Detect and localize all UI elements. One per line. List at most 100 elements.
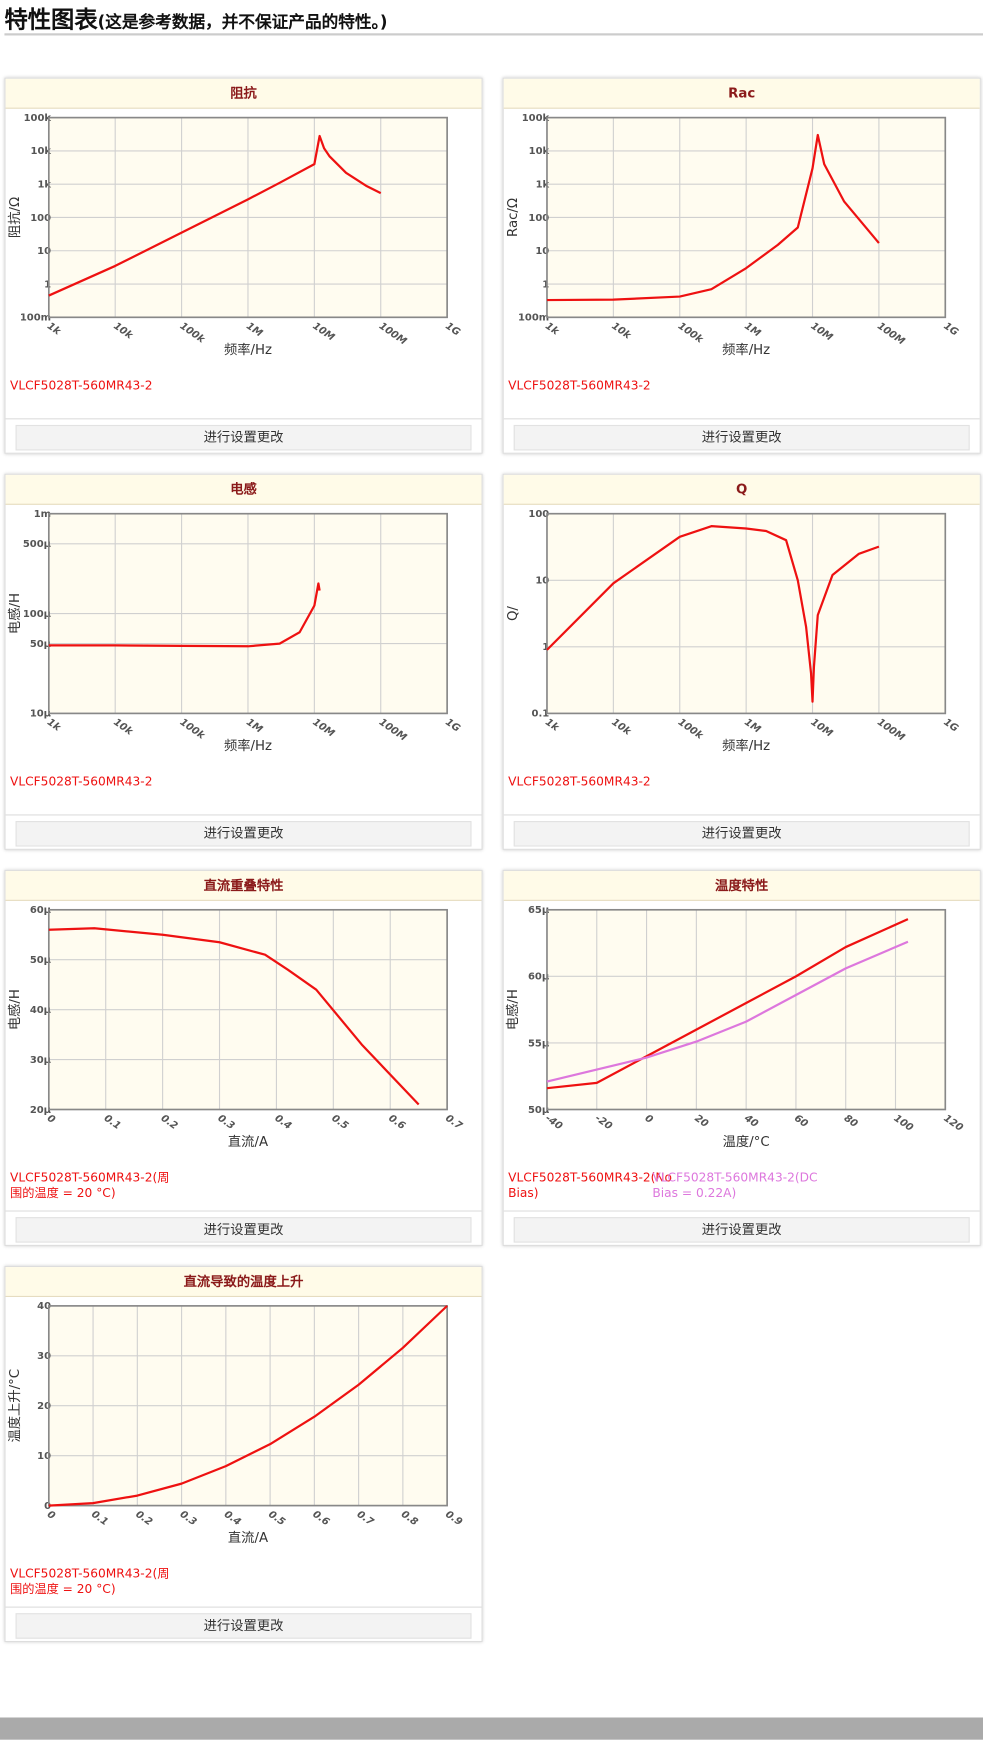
- chart-panel: 直流重叠特性 20µ 30µ 40µ 50µ 60µ 0 0.1 0.2 0.3 0.4 0.5 0.6…: [4, 869, 483, 1246]
- settings-button[interactable]: 进行设置更改: [15, 1217, 472, 1243]
- x-tick-label: 100k: [178, 321, 208, 347]
- y-tick-label: 10k: [31, 146, 52, 157]
- panel-separator: [5, 1606, 482, 1608]
- legend-entry: VLCF5028T-560MR43-2(No Bias): [508, 1170, 673, 1201]
- settings-button[interactable]: 进行设置更改: [513, 424, 970, 451]
- x-tick-label: 0.7: [443, 1113, 464, 1132]
- x-tick-label: 1M: [244, 321, 264, 340]
- x-tick-label: 60: [792, 1113, 810, 1130]
- y-tick-label: 40µ: [30, 1005, 52, 1016]
- series-line: [546, 940, 909, 1083]
- x-tick-label: 1M: [244, 717, 264, 736]
- chart-panel: 温度特性 50µ 55µ 60µ 65µ -40 -20 0 20 40 60 80 100 120 温度/…: [502, 869, 981, 1246]
- legend-entry: VLCF5028T-560MR43-2(DC Bias = 0.22A): [652, 1170, 818, 1201]
- x-tick-label: 0.3: [178, 1509, 199, 1528]
- x-tick-label: 10M: [809, 321, 835, 344]
- header: 特性图表(这是参考数据，并不保证产品的特性。): [4, 2, 387, 35]
- panel-separator: [5, 1210, 482, 1212]
- y-tick-label: 0: [44, 1501, 51, 1512]
- header-title: 特性图表: [4, 6, 98, 34]
- chart-panel: Rac 100m 1 10 100 1k 10k 100k 1k 10k 100k 1M 10M 100M…: [502, 77, 981, 454]
- x-tick-label: 100M: [875, 717, 907, 744]
- settings-button[interactable]: 进行设置更改: [513, 1217, 970, 1243]
- y-tick-label: 0.1: [532, 709, 550, 720]
- x-tick-label: 80: [842, 1113, 860, 1130]
- y-tick-label: 30µ: [30, 1055, 52, 1066]
- x-tick-label: 0.9: [443, 1509, 464, 1528]
- x-tick-label: -20: [593, 1113, 614, 1132]
- x-tick-label: 100k: [676, 321, 706, 347]
- x-tick-label: 0.8: [399, 1509, 420, 1528]
- panel-title: 直流重叠特性: [5, 870, 482, 901]
- x-tick-label: 10k: [111, 321, 135, 343]
- chart-panel: Q 0.1 1 10 100 1k 10k 100k 1M 10M 100M 1G 频率/Hz Q/VLC…: [502, 473, 981, 850]
- panel-title: 直流导致的温度上升: [5, 1267, 482, 1298]
- settings-button[interactable]: 进行设置更改: [15, 821, 472, 847]
- y-tick-label: 20µ: [30, 1105, 52, 1116]
- y-tick-label: 1: [542, 279, 549, 290]
- y-tick-label: 30: [37, 1351, 51, 1362]
- y-tick-label: 100k: [24, 113, 52, 124]
- y-axis-label: Q/: [506, 606, 521, 621]
- settings-button[interactable]: 进行设置更改: [15, 424, 472, 451]
- x-tick-label: 0.5: [329, 1113, 350, 1132]
- panel-separator: [5, 814, 482, 816]
- x-axis-label: 直流/A: [228, 1134, 268, 1150]
- chart: 50µ 55µ 60µ 65µ -40 -20 0 20 40 60 80 100 120 温度/°C 电感…: [504, 905, 965, 1150]
- header-rule: [4, 33, 983, 36]
- panel-separator: [503, 814, 980, 816]
- x-tick-label: 0.6: [386, 1113, 407, 1132]
- y-tick-label: 20: [37, 1401, 51, 1412]
- plot-frame: [47, 908, 448, 1111]
- panel-title: 电感: [5, 474, 482, 505]
- legend-entry: VLCF5028T-560MR43-2(周围的温度 = 20 °C): [9, 1566, 170, 1597]
- header-subtitle: (这是参考数据，并不保证产品的特性。): [97, 12, 388, 33]
- x-tick-label: 100k: [676, 717, 706, 743]
- y-tick-label: 10µ: [30, 709, 52, 720]
- x-axis-label: 频率/Hz: [224, 341, 272, 358]
- x-tick-label: 0.2: [159, 1113, 180, 1132]
- y-tick-label: 100: [30, 213, 51, 224]
- y-tick-label: 100: [528, 509, 549, 520]
- panel-separator: [5, 418, 482, 420]
- y-tick-label: 1k: [37, 180, 51, 191]
- x-tick-label: 120: [941, 1113, 964, 1134]
- legend-entry: VLCF5028T-560MR43-2: [508, 774, 651, 789]
- chart-panel: 电感 10µ 50µ 100µ 500µ 1m 1k 10k 100k 1M 10M 100M 1G 频率…: [4, 473, 483, 850]
- y-tick-label: 10: [535, 576, 549, 587]
- y-axis-label: Rac/Ω: [506, 198, 521, 237]
- x-tick-label: 0.5: [266, 1509, 287, 1528]
- x-tick-label: 1G: [443, 717, 462, 735]
- settings-button[interactable]: 进行设置更改: [15, 1613, 472, 1639]
- y-tick-label: 10: [37, 246, 51, 257]
- x-axis-label: 频率/Hz: [722, 737, 770, 754]
- series-line: [546, 133, 880, 302]
- y-tick-label: 100m: [518, 313, 549, 324]
- y-tick-label: 60µ: [528, 972, 550, 983]
- settings-button[interactable]: 进行设置更改: [513, 821, 970, 847]
- x-tick-label: 10k: [111, 717, 135, 739]
- panel-title: Rac: [503, 78, 980, 109]
- series-line: [546, 525, 880, 703]
- x-tick-label: 0: [643, 1113, 655, 1126]
- y-tick-label: 100µ: [23, 609, 52, 620]
- chart-panel: 阻抗 100m 1 10 100 1k 10k 100k 1k 10k 100k 1M 10M 100M 1…: [4, 77, 483, 454]
- y-axis-label: 电感/H: [6, 989, 23, 1030]
- y-axis-label: 电感/H: [504, 989, 521, 1030]
- y-tick-label: 10: [535, 246, 549, 257]
- y-axis-label: 温度上升/°C: [7, 1369, 23, 1443]
- legend-entry: VLCF5028T-560MR43-2(周围的温度 = 20 °C): [9, 1170, 170, 1201]
- plot-frame: [546, 908, 947, 1111]
- x-tick-label: 0.1: [89, 1509, 110, 1528]
- x-tick-label: 0.7: [355, 1509, 376, 1528]
- plot-frame: [546, 116, 947, 319]
- panel-title: Q: [503, 474, 980, 505]
- x-tick-label: 1G: [941, 321, 960, 339]
- chart-panel: 直流导致的温度上升 0 10 20 30 40 0 0.1 0.2 0.3 0.4 0.5 0.6 0.7…: [4, 1265, 483, 1643]
- y-tick-label: 60µ: [30, 905, 52, 916]
